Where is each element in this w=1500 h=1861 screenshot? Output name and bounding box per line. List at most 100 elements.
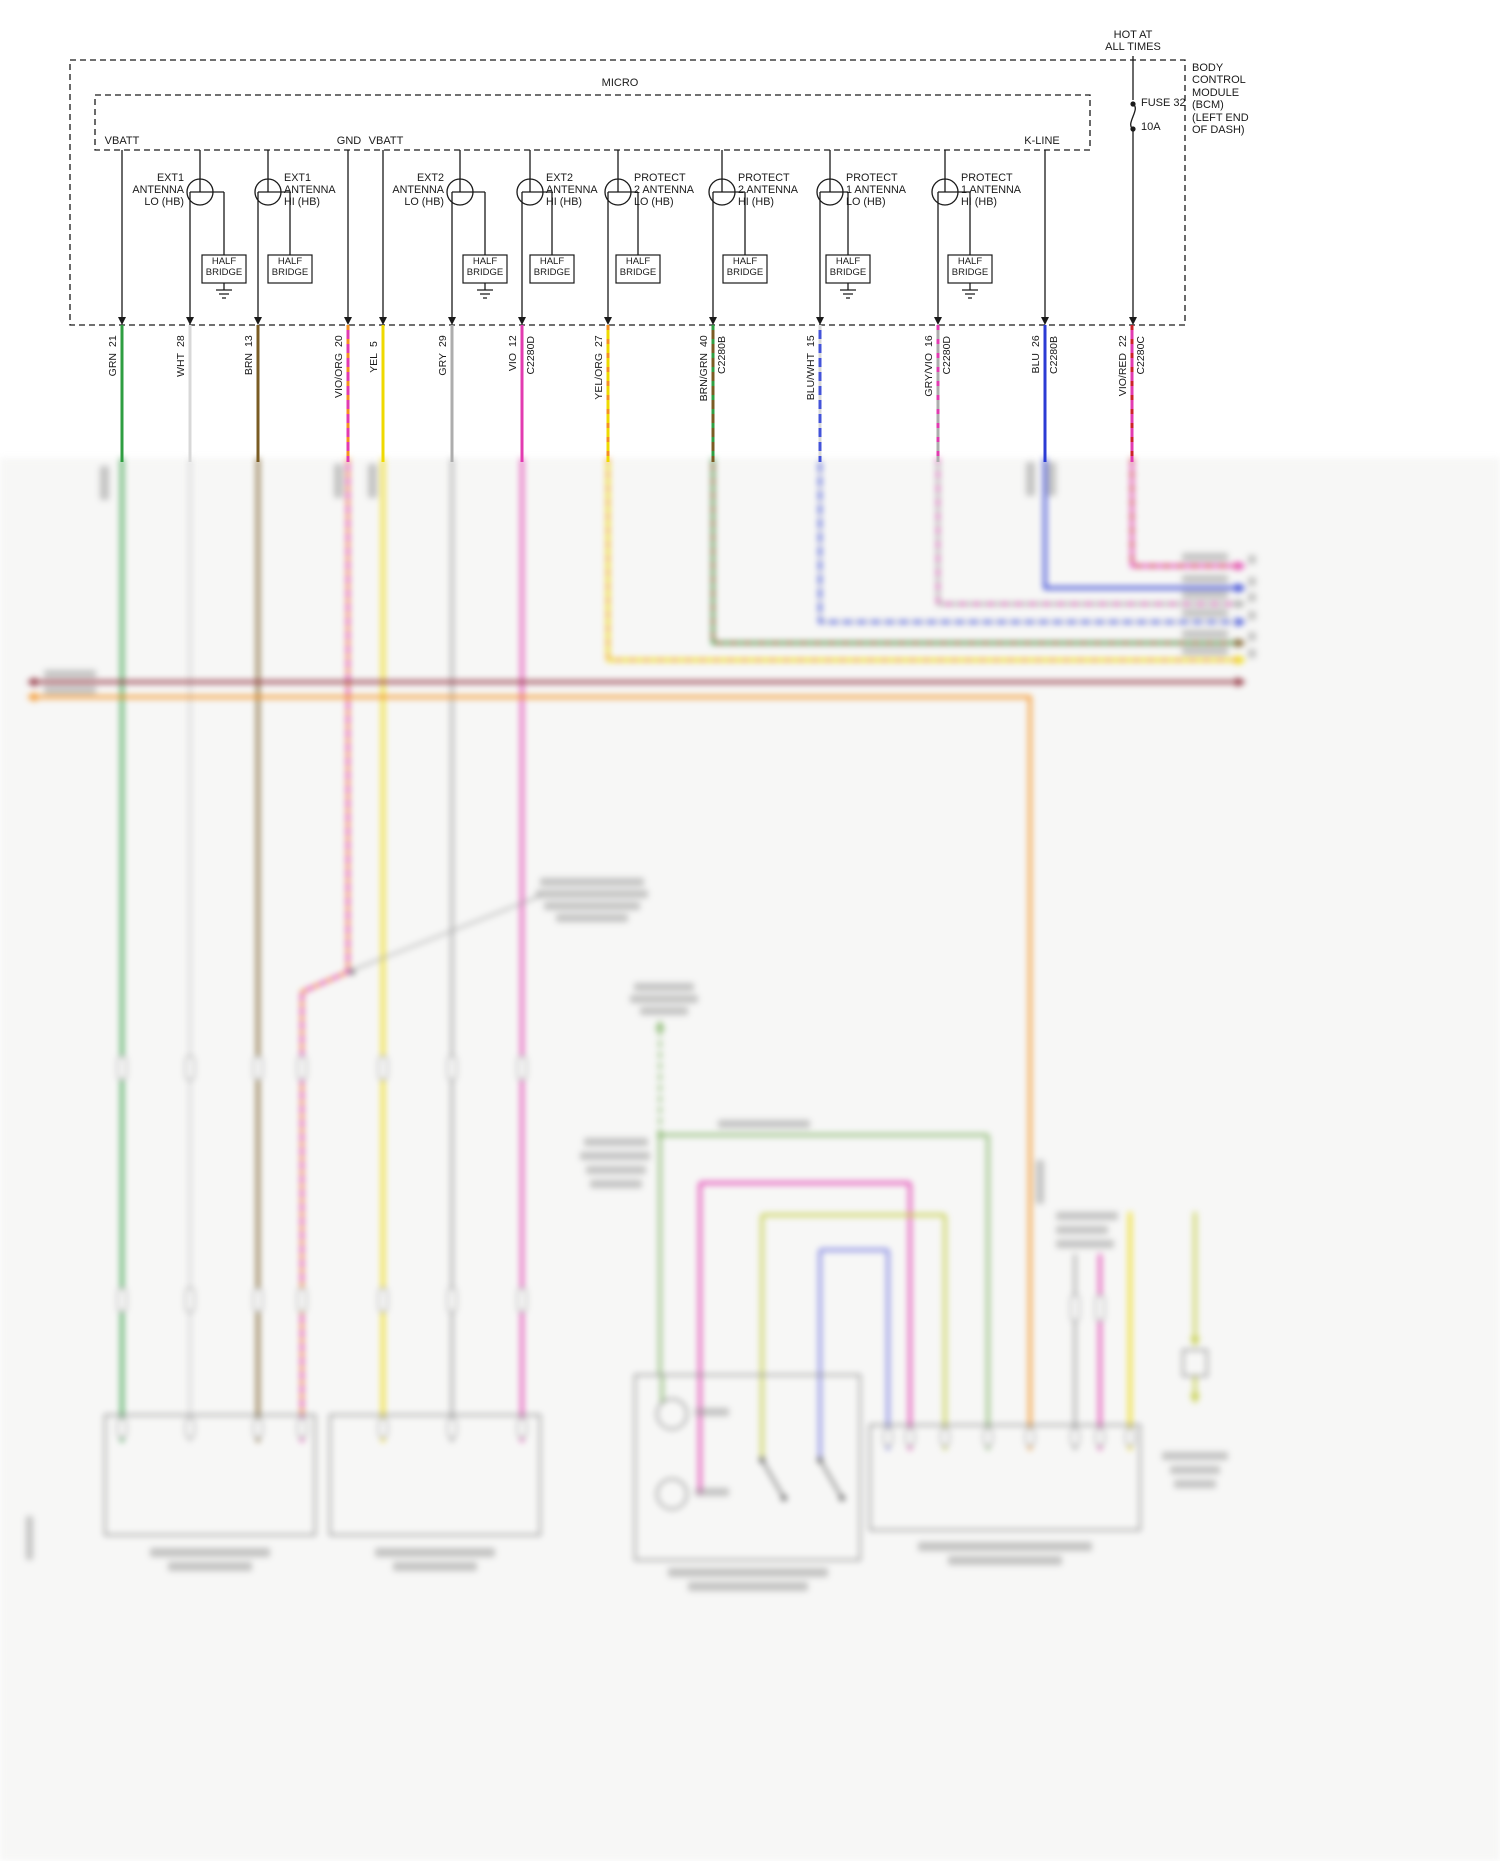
half-bridge-line-2: BRIDGE: [951, 267, 989, 278]
pin-number-label: 27: [593, 335, 605, 347]
half-bridge-line-2: BRIDGE: [829, 267, 867, 278]
antenna-driver-protect1-hi: [931, 150, 993, 325]
connector-id-label: C2280D: [941, 336, 953, 375]
bcm-name-line: BODY: [1192, 62, 1224, 74]
driver-label-line: PROTECT: [634, 172, 686, 184]
driver-label-line: HI (HB): [546, 196, 582, 209]
bcm-name-line: (LEFT END: [1192, 111, 1249, 124]
half-bridge-line-1: HALF: [472, 256, 498, 267]
antenna-driver-label: EXT2 ANTENNA LO (HB): [356, 172, 444, 209]
vbatt-mid-label: VBATT: [368, 135, 404, 147]
antenna-driver-protect2-lo: [604, 150, 661, 325]
antenna-driver-label: PROTECT 2 ANTENNA LO (HB): [634, 172, 722, 209]
wire-color-label: BRN/GRN: [698, 353, 710, 402]
hot-at-all-times-label: HOT AT ALL TIMES: [1098, 29, 1168, 54]
half-bridge-line-1: HALF: [277, 256, 303, 267]
antenna-driver-protect2-hi: [708, 150, 768, 325]
bcm-name-line: (BCM): [1192, 99, 1224, 112]
pin-number-label: 28: [175, 335, 187, 347]
micro-label: MICRO: [601, 77, 639, 89]
half-bridge-box: [947, 254, 993, 284]
pin-number-label: 5: [368, 341, 380, 347]
vbatt-left-label: VBATT: [104, 135, 140, 147]
ground-symbol: [962, 283, 978, 299]
pin-number-label: 12: [507, 335, 519, 347]
driver-label-line: EXT1: [156, 172, 184, 184]
antenna-driver-ext2-lo: [446, 150, 508, 325]
bcm-outline: [69, 59, 1186, 326]
half-bridge-box: [722, 254, 768, 284]
half-bridge-box: [462, 254, 508, 284]
half-bridge-line-2: BRIDGE: [466, 267, 504, 278]
wire-color-label: YEL: [368, 353, 380, 373]
connector-id-label: C2280C: [1135, 336, 1147, 375]
half-bridge-box: [615, 254, 661, 284]
blurred-inline-connectors: [117, 1055, 1135, 1447]
pin-number-label: 22: [1117, 335, 1129, 347]
fuse-name-label: FUSE 32: [1141, 97, 1186, 109]
antenna-driver-ext1-lo: [186, 150, 247, 325]
driver-label-line: EXT2: [416, 172, 444, 184]
fuse-rating-label: 10A: [1141, 121, 1161, 133]
driver-label-line: 1 ANTENNA: [961, 184, 1021, 197]
blurred-lower-diagram: [0, 458, 1500, 1861]
pin-number-label: 20: [333, 335, 345, 347]
bcm-name-label: BODY CONTROL MODULE (BCM) (LEFT END OF D…: [1192, 62, 1249, 136]
antenna-driver-label: PROTECT 1 ANTENNA LO (HB): [846, 172, 934, 209]
micro-io-lines: [118, 150, 1049, 325]
ground-symbol: [216, 283, 232, 299]
half-bridge-line-2: BRIDGE: [205, 267, 243, 278]
fuse-symbol: [1130, 103, 1136, 130]
ground-symbol: [477, 283, 493, 299]
fuse-terminal-dot: [1130, 126, 1136, 132]
hot-line-2: ALL TIMES: [1105, 41, 1161, 54]
pin-number-label: 15: [805, 335, 817, 347]
schematic-linework: [69, 56, 1186, 462]
driver-label-line: EXT2: [546, 172, 574, 184]
antenna-driver-label: EXT1 ANTENNA LO (HB): [96, 172, 184, 209]
bcm-name-line: CONTROL: [1192, 74, 1246, 87]
driver-label-line: LO (HB): [634, 196, 674, 209]
wire-color-label: BLU/WHT: [805, 353, 817, 401]
pin-number-label: 13: [243, 335, 255, 347]
hot-line-1: HOT AT: [1113, 29, 1153, 41]
half-bridge-line-1: HALF: [625, 256, 651, 267]
wire-color-label: GRN: [107, 353, 119, 377]
blurred-component-boxes: [104, 1349, 1208, 1561]
half-bridge-label: HALF BRIDGE: [530, 256, 574, 278]
wire-color-label: GRY: [437, 353, 449, 376]
antenna-driver-protect1-lo: [816, 150, 871, 325]
wire-color-label: BLU: [1030, 353, 1042, 374]
driver-label-line: LO (HB): [404, 196, 444, 209]
bcm-output-wires: [120, 325, 1134, 462]
wire-color-label: GRY/VIO: [923, 353, 935, 397]
blurred-text-smudges: [26, 462, 1256, 1591]
half-bridge-line-1: HALF: [211, 256, 237, 267]
connector-id-label: C2280B: [716, 336, 728, 374]
wire-color-label: VIO/ORG: [333, 353, 345, 398]
connector-id-label: C2280B: [1048, 336, 1060, 374]
ground-symbol: [840, 283, 856, 299]
pin-number-label: 29: [437, 335, 449, 347]
driver-label-line: LO (HB): [846, 196, 886, 209]
antenna-driver-label: EXT1 ANTENNA HI (HB): [284, 172, 372, 209]
driver-label-line: PROTECT: [738, 172, 790, 184]
half-bridge-label: HALF BRIDGE: [463, 256, 507, 278]
wire-color-label: VIO/RED: [1117, 353, 1129, 397]
connector-id-label: C2280D: [525, 336, 537, 375]
half-bridge-line-2: BRIDGE: [533, 267, 571, 278]
half-bridge-line-1: HALF: [835, 256, 861, 267]
driver-label-line: 2 ANTENNA: [634, 184, 694, 197]
kline-label: K-LINE: [1024, 135, 1060, 147]
driver-label-line: ANTENNA: [132, 184, 184, 197]
antenna-driver-label: PROTECT 2 ANTENNA HI (HB): [738, 172, 826, 209]
half-bridge-line-1: HALF: [539, 256, 565, 267]
half-bridge-box: [825, 254, 871, 284]
half-bridge-box: [201, 254, 247, 284]
driver-label-line: 1 ANTENNA: [846, 184, 906, 197]
driver-label-line: 2 ANTENNA: [738, 184, 798, 197]
antenna-driver-ext2-hi: [516, 150, 575, 325]
blurred-linework: [0, 458, 1500, 1861]
half-bridge-label: HALF BRIDGE: [723, 256, 767, 278]
